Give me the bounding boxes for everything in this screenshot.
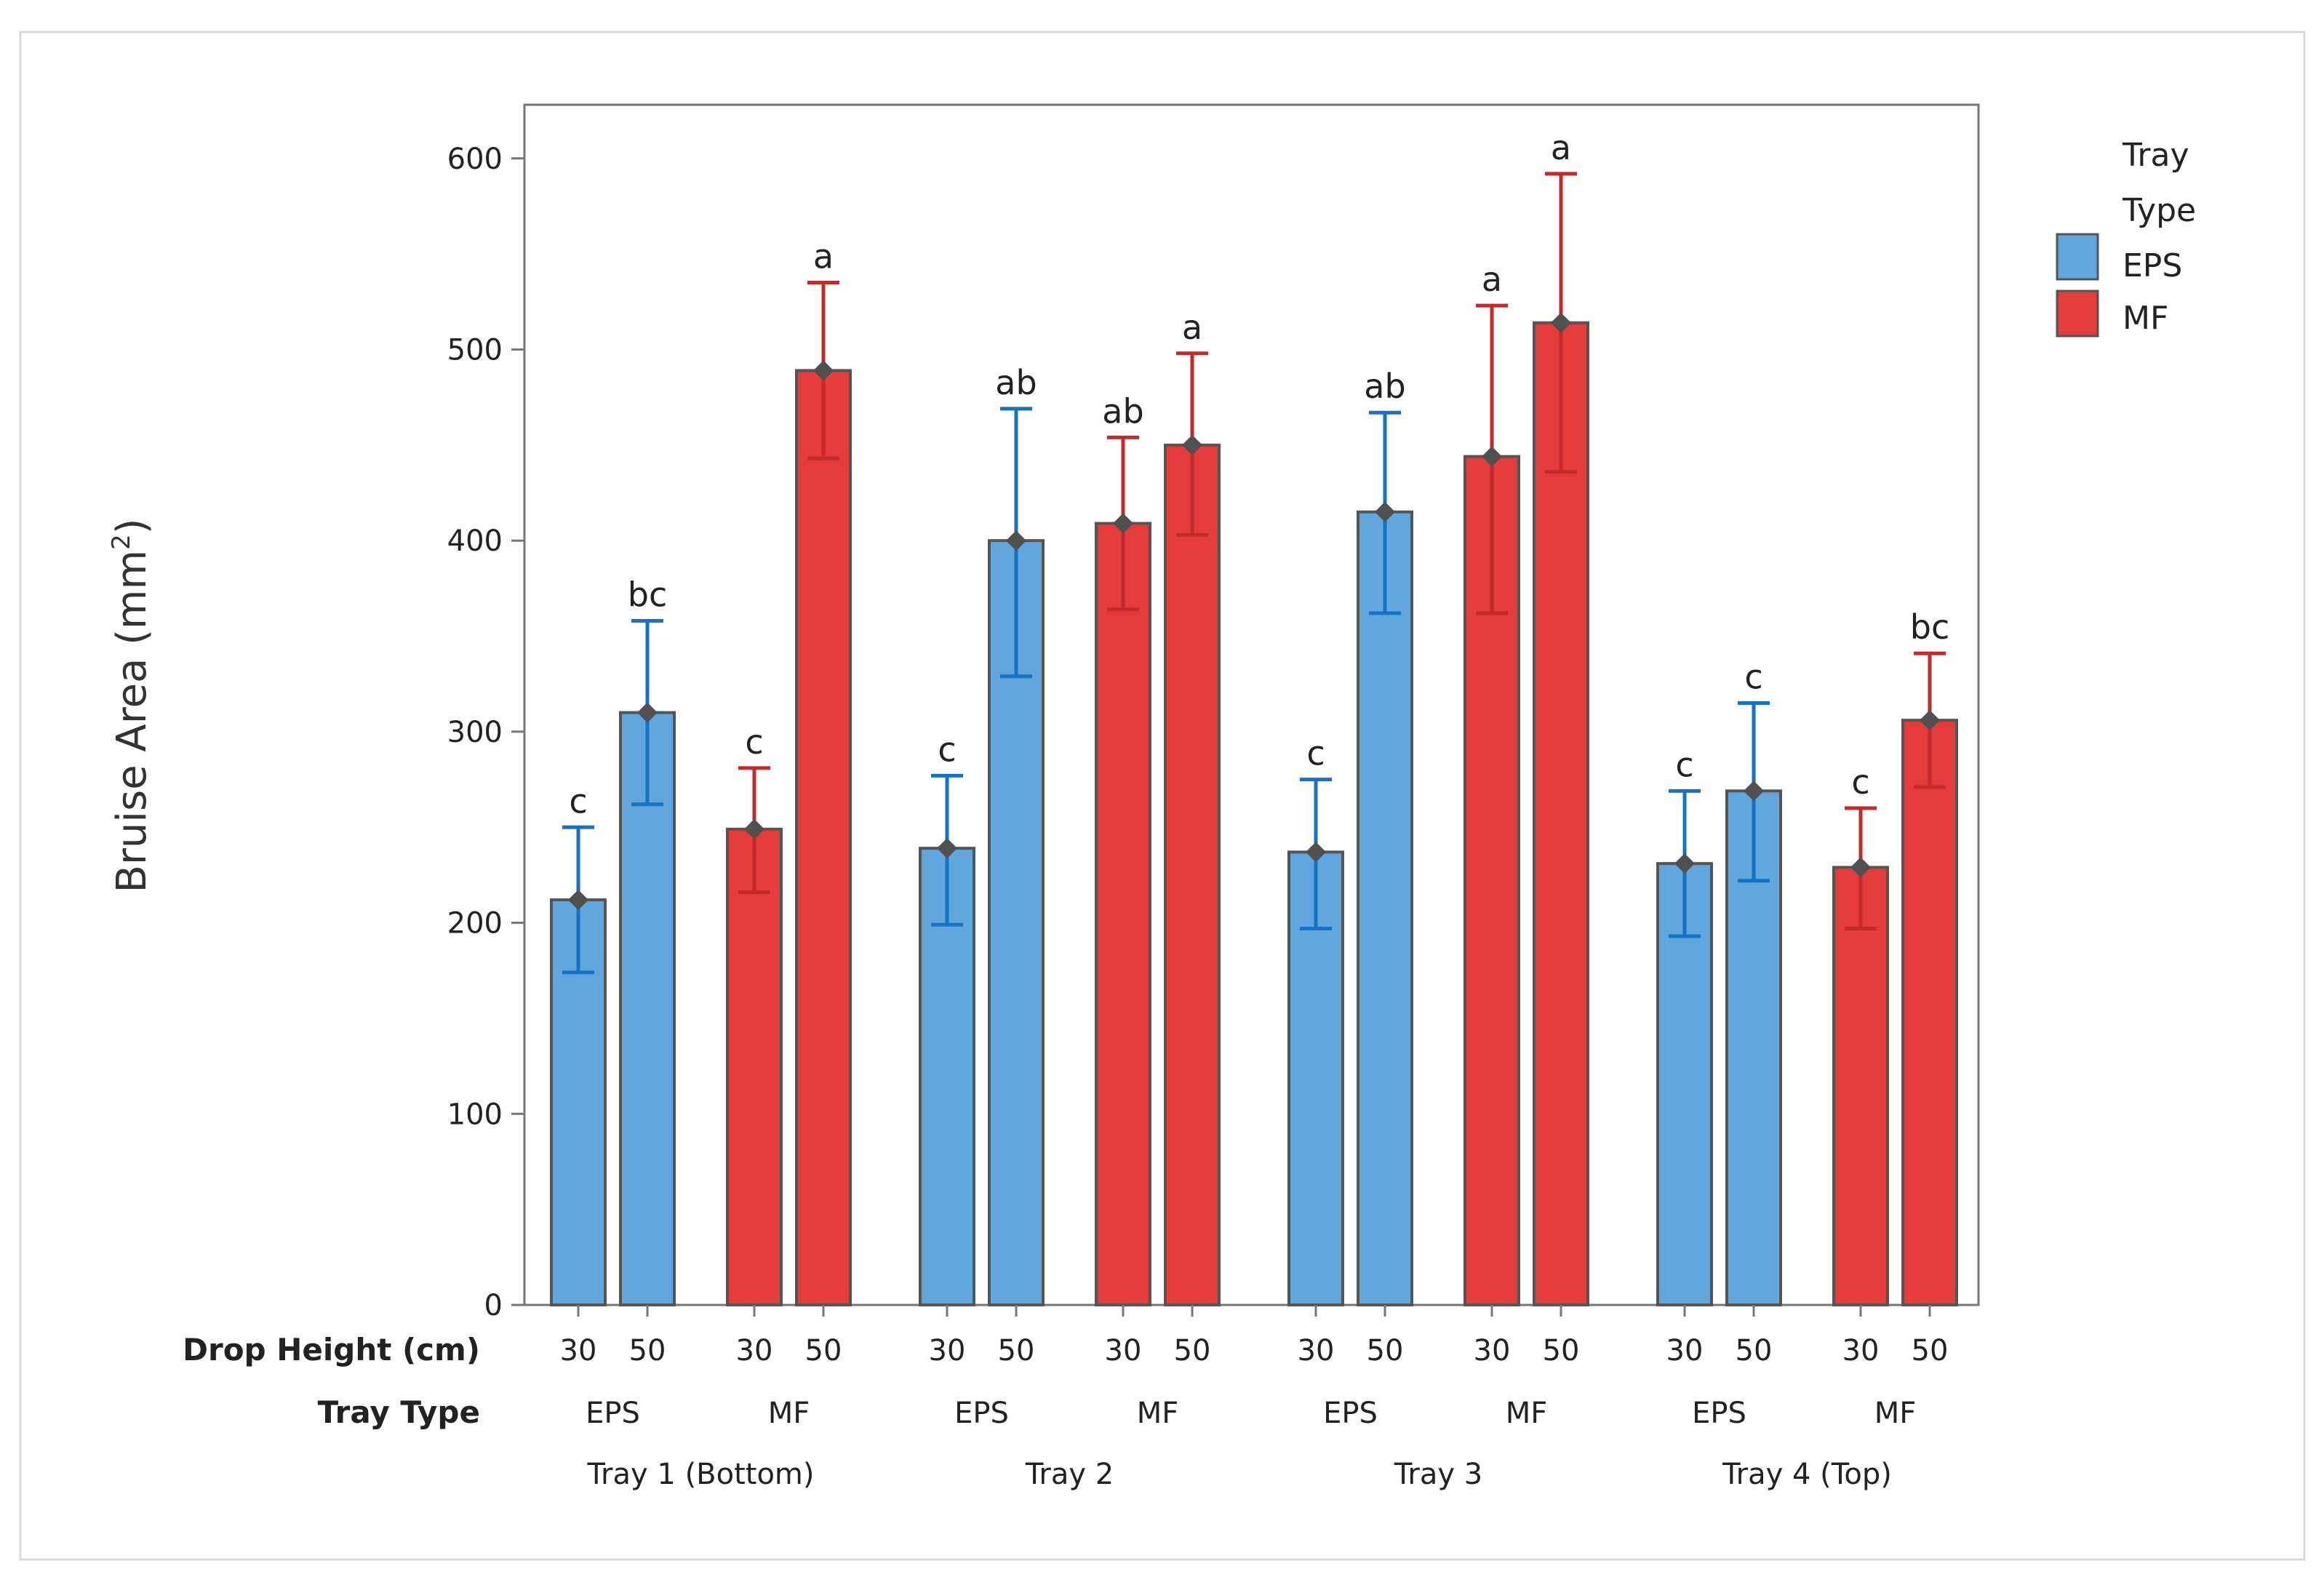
significance-letter: c (569, 781, 587, 821)
significance-letter: a (1551, 128, 1571, 167)
y-tick-label: 100 (447, 1098, 503, 1131)
y-axis: 0 100 200 300 400 500 600 (447, 143, 524, 1322)
legend-label-eps: EPS (2123, 247, 2182, 284)
y-tick-label: 300 (447, 716, 503, 749)
legend-title-line2: Type (2122, 192, 2196, 229)
y-tick-label: 400 (447, 524, 503, 558)
tray-type-label: EPS (586, 1397, 640, 1430)
tray-type-label: EPS (1692, 1397, 1746, 1430)
mean-marker (1306, 842, 1326, 863)
tray-label: Tray 1 (Bottom) (587, 1458, 815, 1491)
drop-height-label: 30 (560, 1334, 597, 1368)
significance-letter: ab (1102, 391, 1143, 431)
tray-type-label: MF (1506, 1397, 1548, 1430)
significance-letter: a (813, 237, 834, 276)
row-label-tray-type: Tray Type (318, 1394, 480, 1430)
tray-type-label: MF (1137, 1397, 1179, 1430)
significance-letter: c (745, 722, 763, 762)
mean-marker (1551, 312, 1571, 333)
y-tick-label: 500 (447, 334, 503, 367)
legend-swatch-mf (2056, 290, 2099, 338)
bar-mf (726, 827, 783, 1306)
tray-label: Tray 2 (1025, 1458, 1114, 1491)
row-label-drop-height: Drop Height (cm) (183, 1332, 480, 1368)
mean-marker (1850, 857, 1871, 878)
bar-mf (1901, 719, 1958, 1306)
significance-letter: ab (1364, 367, 1405, 406)
y-tick-label: 200 (447, 907, 503, 941)
y-axis-label-main: Bruise Area (mm (108, 550, 156, 893)
legend-label-mf: MF (2123, 300, 2168, 337)
drop-height-label: 50 (1736, 1334, 1773, 1368)
mean-marker (568, 890, 588, 911)
y-tick-label: 0 (484, 1289, 503, 1322)
y-axis-label: Bruise Area (mm2) (107, 518, 156, 893)
significance-letter: bc (628, 575, 668, 615)
mean-marker (1744, 780, 1764, 802)
tray-type-label: EPS (954, 1397, 1009, 1430)
mean-marker (1482, 446, 1502, 467)
significance-letter: a (1182, 308, 1202, 347)
y-axis-label-close: ) (108, 518, 156, 534)
drop-height-label: 50 (998, 1334, 1035, 1368)
significance-letter: a (1482, 260, 1502, 299)
significance-letter: bc (1910, 607, 1950, 647)
drop-height-label: 30 (1842, 1334, 1880, 1368)
significance-letter: c (938, 730, 956, 769)
drop-height-label: 50 (1543, 1334, 1580, 1368)
drop-height-label: 50 (805, 1334, 842, 1368)
significance-letter: ab (995, 363, 1037, 402)
bar-mf (1832, 866, 1889, 1306)
bar-eps (1357, 510, 1413, 1306)
tray-type-label: MF (768, 1397, 810, 1430)
bar-mf (1095, 522, 1151, 1306)
drop-height-label: 50 (1367, 1334, 1404, 1368)
drop-height-label: 30 (929, 1334, 966, 1368)
significance-letter: c (1744, 657, 1762, 696)
mean-marker (637, 702, 658, 723)
drop-height-label: 30 (1298, 1334, 1335, 1368)
mean-marker (744, 818, 764, 839)
y-axis-label-sup: 2 (107, 534, 136, 550)
bar-mf (795, 369, 852, 1307)
mean-marker (1674, 853, 1695, 874)
mean-marker (937, 838, 957, 859)
y-tick-label: 600 (447, 143, 503, 176)
drop-height-label: 50 (1912, 1334, 1949, 1368)
tray-type-label: EPS (1323, 1397, 1378, 1430)
tray-type-label: MF (1874, 1397, 1917, 1430)
legend-title-line1: Tray (2122, 137, 2189, 174)
drop-height-label: 50 (629, 1334, 666, 1368)
mean-marker (1375, 501, 1395, 522)
drop-height-label: 30 (1474, 1334, 1511, 1368)
legend: Tray Type EPS MF (2056, 137, 2196, 338)
mean-marker (813, 360, 834, 381)
x-axis: Drop Height (cm) Tray Type 30 50 EPS 30 50 MF… (183, 1305, 1948, 1491)
drop-height-label: 50 (1174, 1334, 1211, 1368)
tray-label: Tray 3 (1394, 1458, 1482, 1491)
drop-height-label: 30 (1666, 1334, 1704, 1368)
legend-swatch-eps (2056, 233, 2099, 281)
mean-marker (1006, 530, 1026, 551)
mean-marker (1920, 710, 1940, 731)
mean-marker (1113, 513, 1133, 534)
significance-letter: c (1675, 745, 1693, 784)
drop-height-label: 30 (736, 1334, 773, 1368)
bar-mf (1164, 443, 1221, 1306)
tray-label: Tray 4 (Top) (1722, 1458, 1892, 1491)
significance-letter: c (1851, 762, 1869, 802)
bar-eps (619, 711, 676, 1306)
mean-marker (1182, 434, 1202, 455)
significance-letter: c (1306, 734, 1325, 773)
bars: c bc c a c ab ab a c ab a a c c c bc (550, 128, 1958, 1307)
drop-height-label: 30 (1105, 1334, 1142, 1368)
